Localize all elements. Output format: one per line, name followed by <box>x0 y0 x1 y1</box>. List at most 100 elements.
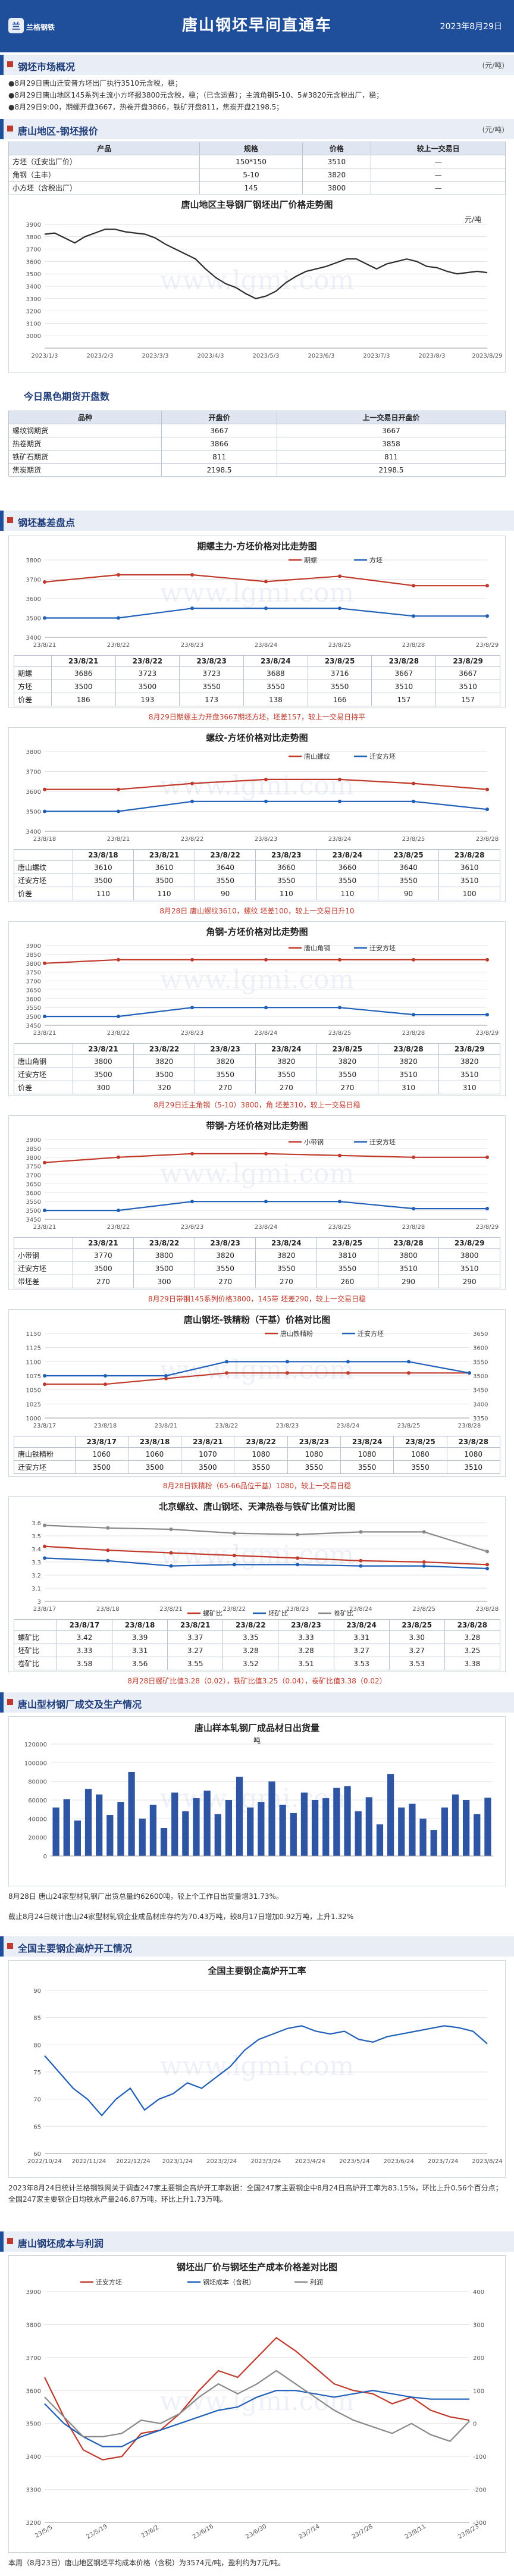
section-marker-icon <box>7 61 13 67</box>
watermark-text: www.lgmi.com <box>160 965 355 995</box>
bar <box>63 1799 70 1856</box>
data-point <box>412 1155 415 1159</box>
data-point <box>190 1200 194 1204</box>
x-tick-label: 23/8/24 <box>328 836 352 843</box>
bar <box>441 1807 448 1856</box>
data-table: 23/8/18 23/8/21 23/8/22 23/8/23 23/8/24 23/8/… <box>14 849 500 900</box>
y-tick-label: 3900 <box>26 2289 41 2296</box>
table-cell: 3820 <box>255 1054 318 1068</box>
legend-label: 利润 <box>310 2278 323 2286</box>
y-tick-label: 3.5 <box>32 1533 41 1540</box>
overview-line: ●8月29日唐山地区145系列主流小方坏报3800元含税，稳；（已含运费）；主流… <box>8 91 384 99</box>
data-point <box>422 1560 426 1564</box>
data-point <box>338 606 341 611</box>
y-tick-label: 3600 <box>26 1190 41 1197</box>
table-cell: 3.58 <box>56 1657 113 1670</box>
table-row: 唐山螺纹 3610 3610 3640 3660 3660 3640 3610 <box>14 860 500 874</box>
section-overview: 钢坯市场概况 (元/吨) <box>0 55 514 75</box>
page-title: 唐山钢坯早间直通车 <box>181 17 332 35</box>
x-tick-label: 2023/1/3 <box>32 353 58 359</box>
y-axis-label: 元/吨 <box>465 215 481 224</box>
x-tick-label: 23/8/25 <box>328 642 352 649</box>
y-tick-label: 3500 <box>26 271 41 278</box>
y-tick-label: 3500 <box>26 616 41 622</box>
data-point <box>264 777 268 781</box>
table-cell: 270 <box>194 1081 256 1094</box>
quote-table-wrap: 产品 规格 价格 较上一交易日 方坯（迁安出厂价） 150*150 3510 —… <box>8 142 506 195</box>
data-point <box>412 781 415 785</box>
series-line <box>44 1557 488 1570</box>
y-tick-label: 3200 <box>26 2520 41 2527</box>
table-row: 价差 110 110 90 110 110 90 100 <box>14 887 500 900</box>
x-tick-label: 2023/6/3 <box>308 353 335 359</box>
data-point <box>43 580 46 584</box>
x-tick-label: 23/8/21 <box>33 1030 57 1037</box>
data-point <box>232 1554 236 1557</box>
bar <box>139 1818 146 1856</box>
legend-label: 螺矿比 <box>203 1610 222 1617</box>
section-profile: 唐山型材钢厂成交及生产情况 <box>0 1692 514 1713</box>
data-point <box>338 574 341 578</box>
data-point <box>485 807 489 812</box>
table-cell: 3.51 <box>278 1657 334 1670</box>
x-tick-label: 23/8/18 <box>33 836 57 843</box>
data-point <box>169 1564 173 1568</box>
col-header: 23/8/29 <box>438 1043 500 1055</box>
y-tick-label: 120000 <box>24 1742 47 1748</box>
table-cell: 3.27 <box>167 1644 224 1657</box>
table-cell: 3550 <box>316 874 378 887</box>
data-point <box>346 1371 350 1375</box>
table-cell: 3858 <box>276 437 506 450</box>
table-row: 迁安方坯 3500 3500 3500 3550 3550 3550 3550 3510 <box>14 1460 501 1474</box>
col-header: 23/8/22 <box>133 1237 195 1249</box>
data-point <box>412 614 415 618</box>
table-cell: 3500 <box>133 1262 195 1275</box>
table-cell: 3.28 <box>278 1644 334 1657</box>
watermark-text: www.lgmi.com <box>160 771 355 801</box>
legend-label: 唐山角钢 <box>304 944 330 952</box>
table-cell: 3510 <box>435 680 500 693</box>
data-point <box>359 1564 363 1568</box>
col-header: 较上一交易日 <box>371 142 506 155</box>
data-point <box>264 957 268 962</box>
col-header: 23/8/23 <box>194 1043 256 1055</box>
section-title: 钢坯市场概况 <box>18 61 76 73</box>
col-header: 23/8/22 <box>234 1436 288 1448</box>
table-cell: 3500 <box>127 1460 182 1474</box>
data-point <box>407 1360 410 1364</box>
table-cell: 310 <box>438 1081 500 1094</box>
series-line <box>45 1372 469 1385</box>
col-header: 23/8/21 <box>72 1043 134 1055</box>
table-cell: 1070 <box>181 1447 235 1461</box>
table-cell: 3550 <box>377 874 440 887</box>
x-tick-label: 23/7/14 <box>298 2523 321 2540</box>
y-tick-label: 75 <box>33 2070 41 2076</box>
table-cell: 3667 <box>161 424 277 437</box>
legend-label: 迁安方坯 <box>369 944 396 952</box>
table-cell: 3.52 <box>222 1657 279 1670</box>
y2-tick-label: -300 <box>473 2520 487 2527</box>
watermark-text: www.lgmi.com <box>160 578 355 608</box>
y-tick-label: 3500 <box>26 809 41 816</box>
table-cell: 270 <box>316 1081 378 1094</box>
col-header: 23/8/25 <box>307 655 372 667</box>
legend-label: 唐山螺纹 <box>304 752 330 760</box>
table-cell: 3667 <box>276 424 506 437</box>
table-cell: 3800 <box>302 181 372 195</box>
note-tangshan: 8月28日 唐山螺纹3610，螺纹 坯差100，较上一交易日升10 <box>159 907 355 915</box>
table-cell: 迁安方坯 <box>14 1262 73 1275</box>
data-point <box>485 787 489 791</box>
y-axis-label: 吨 <box>253 1736 261 1745</box>
table-cell: 270 <box>255 1275 318 1288</box>
col-header: 23/8/29 <box>435 655 500 667</box>
table-cell: 3.39 <box>111 1630 168 1644</box>
col-header: 23/8/18 <box>72 849 134 861</box>
table-row: 角钢（主丰） 5-10 3820 — <box>8 168 506 181</box>
table-cell: 3550 <box>194 1262 256 1275</box>
x-tick-label: 2022/11/24 <box>72 2158 106 2165</box>
data-point <box>169 1551 173 1555</box>
table-cell: 145 <box>199 181 303 195</box>
table-cell: 3.28 <box>444 1630 501 1644</box>
bar <box>311 1800 319 1856</box>
